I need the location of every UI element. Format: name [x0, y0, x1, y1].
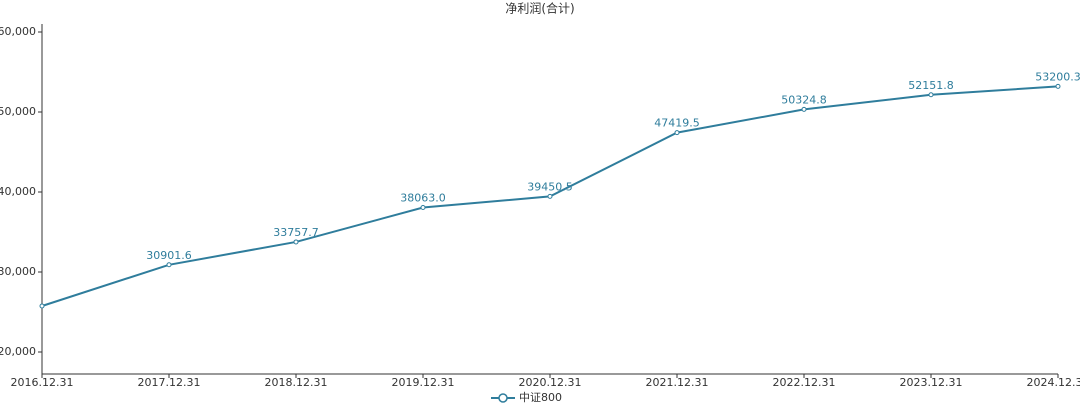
- data-point: [420, 204, 426, 210]
- data-point: [166, 262, 172, 268]
- data-label: 50324.8: [781, 93, 827, 106]
- x-tick-label: 2017.12.31: [138, 376, 201, 389]
- data-point: [928, 92, 934, 98]
- x-tick-label: 2016.12.31: [11, 376, 74, 389]
- y-tick-label: 20,000: [0, 345, 36, 358]
- data-label: 47419.5: [654, 117, 700, 130]
- x-tick-label: 2018.12.31: [265, 376, 328, 389]
- data-label: 39450.5: [527, 180, 573, 193]
- data-label: 30901.6: [146, 249, 192, 262]
- chart-title: 净利润(合计): [505, 1, 574, 16]
- data-label: 53200.3: [1035, 70, 1080, 83]
- x-tick-label: 2021.12.31: [646, 376, 709, 389]
- x-tick-label: 2020.12.31: [519, 376, 582, 389]
- data-point: [674, 130, 680, 136]
- data-label: 33757.7: [273, 226, 319, 239]
- data-point: [1055, 83, 1061, 89]
- data-label: 52151.8: [908, 79, 954, 92]
- x-tick-label: 2024.12.31: [1027, 376, 1080, 389]
- legend-marker: [498, 393, 508, 403]
- data-point: [801, 106, 807, 112]
- y-tick-label: 40,000: [0, 185, 36, 198]
- data-point: [293, 239, 299, 245]
- y-tick-label: 30,000: [0, 265, 36, 278]
- x-tick-label: 2019.12.31: [392, 376, 455, 389]
- data-label: 38063.0: [400, 191, 446, 204]
- y-tick-label: 50,000: [0, 105, 36, 118]
- legend-label: 中证800: [519, 391, 562, 404]
- y-tick-label: 60,000: [0, 25, 36, 38]
- x-tick-label: 2022.12.31: [773, 376, 836, 389]
- data-point: [39, 303, 45, 309]
- data-point: [547, 193, 553, 199]
- x-tick-label: 2023.12.31: [900, 376, 963, 389]
